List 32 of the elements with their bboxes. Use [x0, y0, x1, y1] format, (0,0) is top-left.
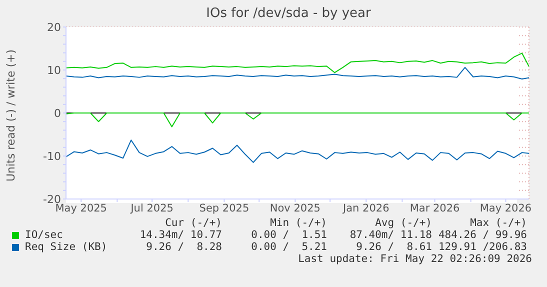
text: 0.00 / 5.21	[250, 241, 327, 253]
text: 0.00 / 1.51	[250, 229, 327, 241]
text: Cur (-/+)	[164, 217, 222, 229]
x-tick-label: Nov 2025	[270, 202, 320, 214]
y-axis-title: Units read (-) / write (+)	[4, 48, 18, 182]
line-series	[66, 66, 529, 80]
text: 484.26 / 99.96	[437, 229, 527, 241]
x-tick-label: May 2025	[55, 202, 108, 214]
line-series	[66, 52, 529, 74]
x-tick-label: Sep 2025	[199, 202, 250, 214]
y-tick-label: 0	[54, 106, 61, 120]
text: 9.26 / 8.61	[355, 241, 432, 253]
y-tick-label: 10	[47, 64, 61, 77]
y-tick-label: -10	[43, 150, 61, 163]
chart-title: IOs for /dev/sda - by year	[205, 5, 372, 21]
text: Last update: Fri May 22 02:26:09 2026	[297, 253, 532, 265]
legend-label: IO/sec	[25, 229, 63, 241]
line-series	[66, 112, 529, 128]
text: 14.34m/ 10.77	[138, 229, 222, 241]
text: Min (-/+)	[269, 217, 327, 229]
text: 87.40m/ 11.18	[348, 229, 432, 241]
text: 129.91 /206.83	[437, 241, 527, 253]
x-tick-label: Jul 2025	[130, 202, 174, 214]
text: Max (-/+)	[469, 217, 527, 229]
text: 9.26 / 8.28	[145, 241, 222, 253]
legend-label: Req Size (KB)	[25, 241, 108, 253]
x-tick-label: Jan 2026	[342, 202, 390, 214]
text: Avg (-/+)	[374, 217, 432, 229]
x-tick-label: Mar 2026	[410, 202, 460, 214]
y-tick-label: 20	[47, 20, 61, 34]
x-tick-label: May 2026	[480, 202, 532, 214]
line-series	[66, 140, 529, 163]
